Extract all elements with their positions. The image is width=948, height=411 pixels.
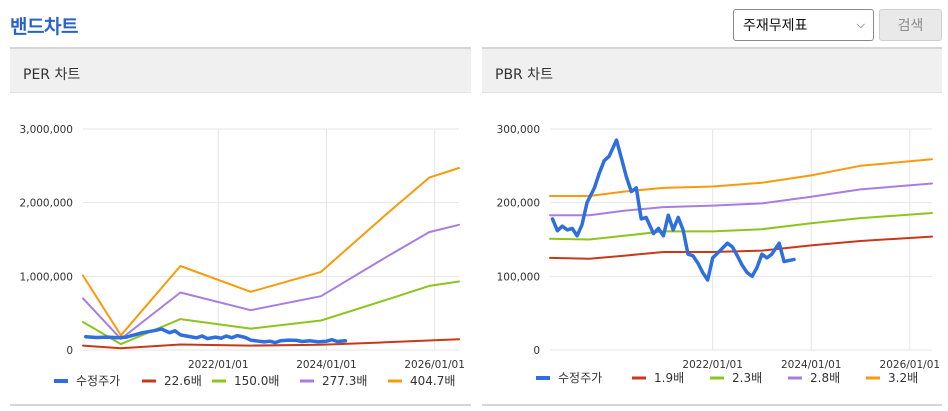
y-tick-label: 1,000,000 (20, 271, 73, 283)
pbr-panel-header: PBR 차트 (482, 49, 942, 93)
search-button[interactable]: 검색 (879, 9, 942, 41)
x-tick-label: 2026/01/01 (404, 359, 465, 371)
legend-item[interactable]: 수정주가 (54, 374, 120, 388)
series-line-band1 (82, 338, 460, 350)
legend-label: 404.7배 (410, 374, 455, 388)
x-tick-label: 2022/01/01 (682, 359, 743, 371)
page-title: 밴드차트 (10, 16, 78, 38)
legend-item[interactable]: 1.9배 (632, 371, 684, 385)
x-tick-label: 2026/01/01 (880, 359, 941, 371)
series-line-band1 (549, 235, 933, 260)
legend-item[interactable]: 277.3배 (300, 374, 367, 388)
y-tick-label: 200,000 (497, 198, 540, 210)
legend-label: 150.0배 (234, 374, 279, 388)
x-tick-label: 2024/01/01 (296, 359, 357, 371)
series-line-price (550, 138, 796, 282)
series-line-price (83, 327, 348, 345)
x-tick-label: 2022/01/01 (188, 359, 249, 371)
series-line-band3 (549, 182, 933, 217)
per-panel: PER 차트 0 1,000,000 2,000,000 3,000,000 2022/… (10, 47, 471, 406)
legend-label: 1.9배 (654, 371, 684, 385)
legend-item[interactable]: 2.8배 (788, 371, 840, 385)
controls: 주재무제표 ⌵ 검색 (733, 9, 942, 41)
legend-item[interactable]: 150.0배 (212, 374, 279, 388)
legend-item[interactable]: 3.2배 (866, 371, 918, 385)
legend-item[interactable]: 404.7배 (388, 374, 455, 388)
legend-label: 3.2배 (888, 371, 918, 385)
legend-label: 277.3배 (322, 374, 367, 388)
y-tick-label: 0 (66, 345, 73, 357)
per-chart: 0 1,000,000 2,000,000 3,000,000 2022/01/01 20… (20, 124, 465, 388)
x-tick-label: 2024/01/01 (781, 359, 842, 371)
statement-select-value: 주재무제표 (743, 18, 808, 34)
pbr-panel: PBR 차트 0 100,000 200,000 300,000 2022/01/01 2… (482, 47, 942, 406)
series-line-band2 (549, 212, 933, 241)
series-line-band3 (82, 223, 460, 340)
series-line-band2 (82, 280, 460, 346)
legend-label: 수정주가 (558, 371, 602, 385)
per-panel-border (10, 404, 471, 406)
per-panel-header: PER 차트 (10, 49, 471, 93)
legend-label: 2.3배 (732, 371, 762, 385)
y-tick-label: 2,000,000 (20, 198, 73, 210)
pbr-chart: 0 100,000 200,000 300,000 2022/01/01 2024/01/… (497, 124, 941, 385)
chevron-down-icon: ⌵ (856, 18, 865, 31)
series-line-band4 (82, 167, 460, 337)
y-tick-label: 300,000 (497, 124, 540, 136)
y-tick-label: 3,000,000 (20, 124, 73, 136)
legend-item[interactable]: 2.3배 (710, 371, 762, 385)
statement-select[interactable]: 주재무제표 ⌵ (733, 9, 874, 41)
legend-label: 수정주가 (76, 374, 120, 388)
y-tick-label: 0 (533, 345, 540, 357)
series-line-band4 (549, 158, 933, 197)
y-tick-label: 100,000 (497, 271, 540, 283)
pbr-panel-border (482, 404, 942, 406)
legend-label: 22.6배 (164, 374, 202, 388)
legend-label: 2.8배 (810, 371, 840, 385)
legend-item[interactable]: 수정주가 (536, 371, 602, 385)
legend-item[interactable]: 22.6배 (142, 374, 202, 388)
